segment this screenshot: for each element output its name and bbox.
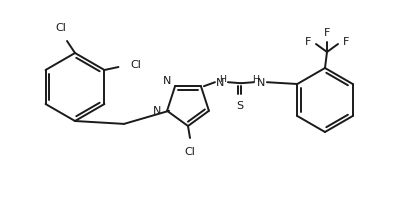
- Text: S: S: [236, 101, 244, 111]
- Text: Cl: Cl: [56, 23, 66, 33]
- Text: Cl: Cl: [185, 147, 195, 157]
- Text: H: H: [219, 75, 226, 84]
- Text: Cl: Cl: [131, 60, 141, 70]
- Text: N: N: [257, 78, 265, 88]
- Text: N: N: [216, 78, 224, 88]
- Text: N: N: [153, 106, 161, 116]
- Text: H: H: [252, 75, 259, 84]
- Text: F: F: [324, 28, 330, 38]
- Text: N: N: [163, 76, 171, 86]
- Text: F: F: [304, 37, 311, 47]
- Text: F: F: [343, 37, 349, 47]
